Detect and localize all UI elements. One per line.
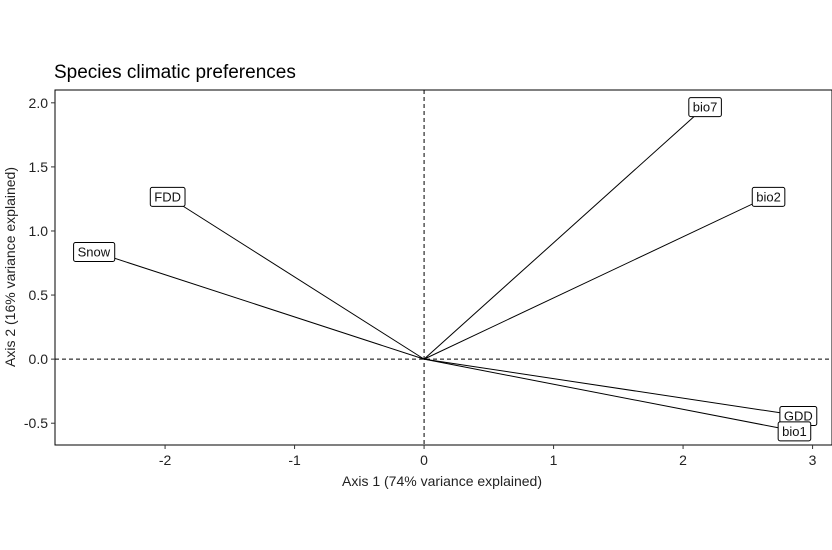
x-tick-label: -2 — [159, 452, 172, 468]
vector-line-bio7 — [423, 106, 706, 360]
svg-text:FDD: FDD — [154, 189, 181, 204]
vector-line-fdd — [167, 195, 425, 360]
vector-label-fdd: FDD — [149, 186, 186, 207]
svg-text:Snow: Snow — [78, 244, 111, 259]
plot-panel-border — [54, 89, 832, 446]
y-tick-label: 1.0 — [29, 223, 49, 239]
vector-label-snow: Snow — [73, 241, 116, 262]
vector-line-bio1 — [423, 358, 795, 432]
vector-label-bio7: bio7 — [688, 97, 722, 118]
svg-text:GDD: GDD — [784, 409, 813, 424]
y-tick-label: 0.5 — [29, 287, 49, 303]
y-tick-label: 1.5 — [29, 159, 49, 175]
chart-title: Species climatic preferences — [54, 62, 296, 83]
vector-line-gdd — [424, 358, 799, 417]
y-tick-label: 2.0 — [29, 95, 49, 111]
y-axis-title: Axis 2 (16% variance explained) — [2, 167, 18, 367]
svg-text:bio7: bio7 — [693, 100, 718, 115]
svg-text:bio1: bio1 — [782, 424, 807, 439]
x-tick-label: 1 — [550, 452, 558, 468]
vector-label-bio1: bio1 — [777, 421, 812, 442]
plot-area: -2 -1 0 1 2 3 -0.5 0.0 0.5 1.0 1.5 2.0 FDD Snow bio7 bi… — [24, 89, 832, 468]
y-tick-label: 0.0 — [29, 351, 49, 367]
vector-line-bio2 — [423, 195, 769, 360]
x-axis-title: Axis 1 (74% variance explained) — [342, 473, 542, 489]
svg-text:bio2: bio2 — [756, 189, 781, 204]
y-tick-label: -0.5 — [24, 415, 48, 431]
x-tick-label: 2 — [679, 452, 687, 468]
x-tick-label: -1 — [288, 452, 301, 468]
vector-label-bio2: bio2 — [751, 186, 786, 207]
x-tick-label: 3 — [809, 452, 817, 468]
x-tick-label: 0 — [420, 452, 428, 468]
vector-line-snow — [93, 251, 425, 360]
